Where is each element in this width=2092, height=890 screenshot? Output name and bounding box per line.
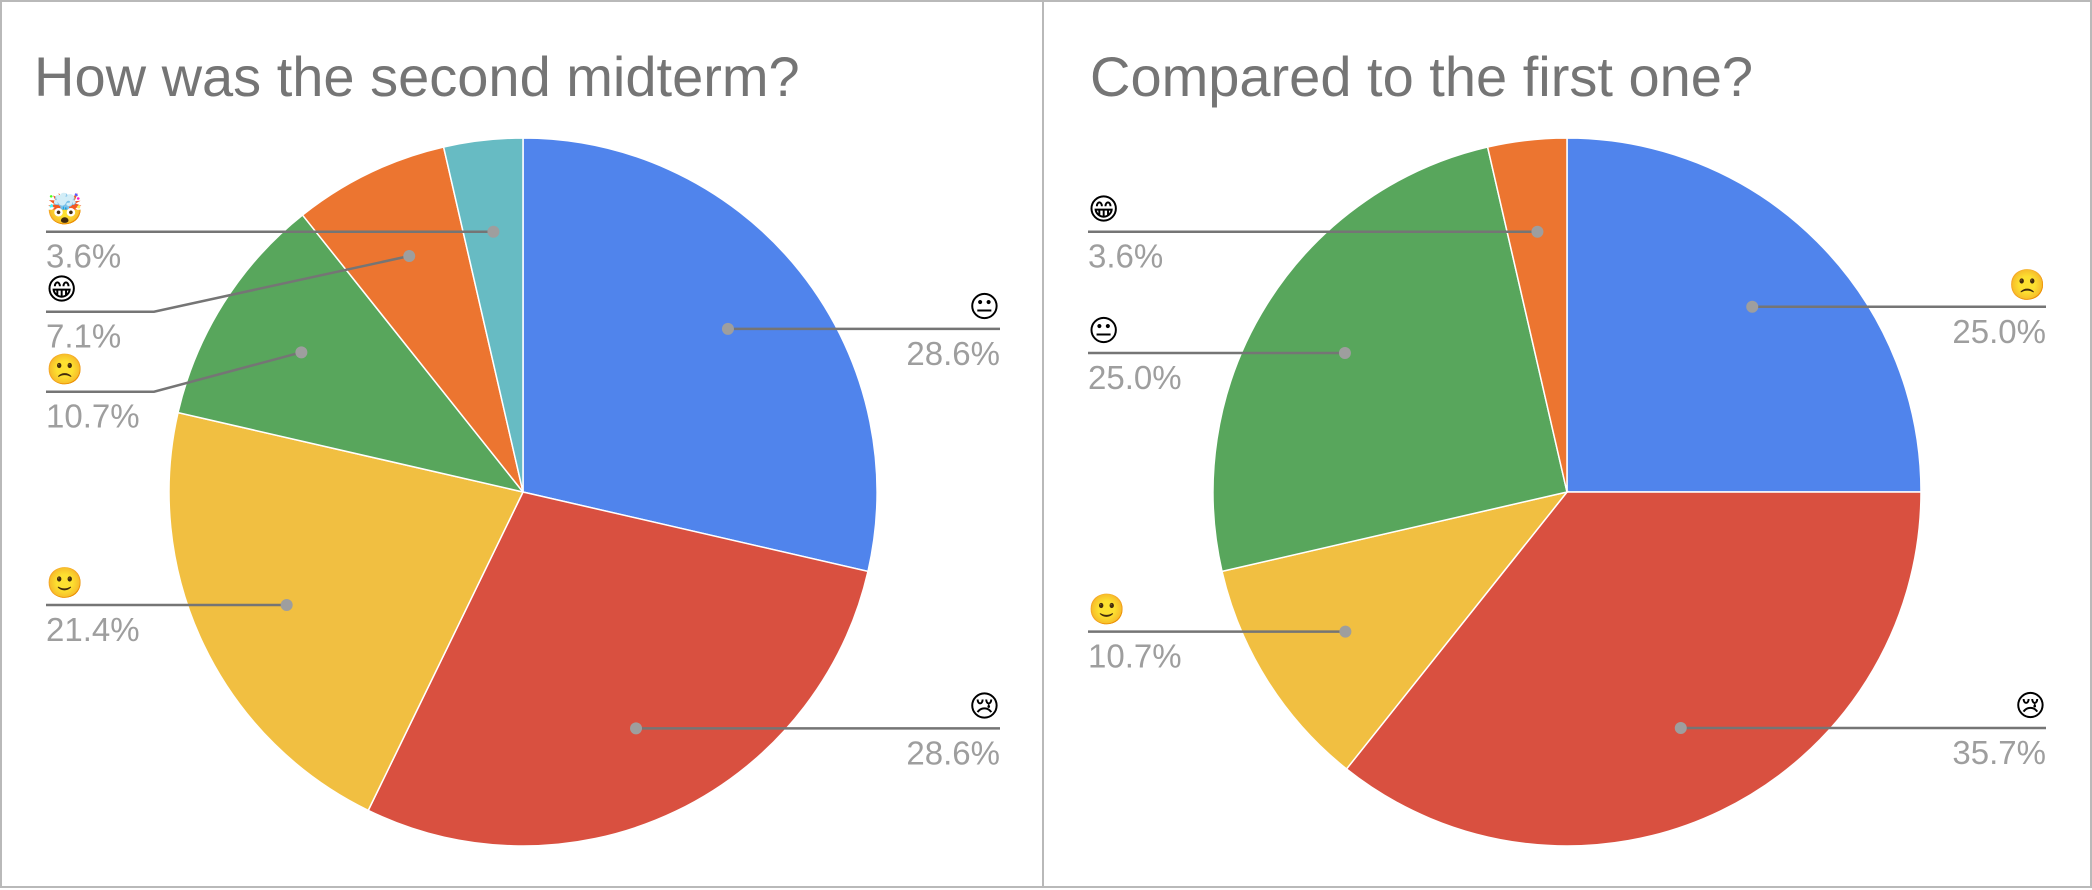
pie-slice-4 bbox=[1486, 137, 1568, 493]
pie-label-1: 😢 28.6% bbox=[630, 689, 1000, 771]
slice-emoji-label: 😁 bbox=[1088, 193, 1119, 228]
pie-label-2: 🙂 10.7% bbox=[1088, 593, 1352, 675]
pie-slice-3 bbox=[177, 213, 525, 494]
pie-labels: 😁 3.6% 😐 25.0% 🙂 10.7% 🙁 25.0% 😢 35.7% bbox=[1088, 193, 2046, 771]
leader-line bbox=[46, 351, 302, 393]
slice-percent-label: 25.0% bbox=[1952, 313, 2046, 350]
pie-label-3: 😐 25.0% bbox=[1088, 314, 1351, 396]
pie-slice-1 bbox=[367, 491, 869, 847]
slice-percent-label: 10.7% bbox=[46, 398, 140, 435]
leader-dot bbox=[1674, 721, 1687, 734]
leader-dot bbox=[487, 225, 500, 238]
pie-label-5: 🤯 3.6% bbox=[46, 192, 500, 275]
pie-label-3: 🙁 10.7% bbox=[46, 346, 308, 435]
leader-dot bbox=[1339, 625, 1352, 638]
pie-slice-4 bbox=[301, 146, 524, 493]
pie-slice-2 bbox=[1221, 490, 1569, 771]
slice-emoji-label: 🙂 bbox=[46, 566, 83, 601]
pie-slice-0 bbox=[1566, 137, 1922, 493]
slice-percent-label: 3.6% bbox=[1088, 238, 1163, 275]
leader-dot bbox=[630, 722, 643, 735]
leader-line bbox=[46, 254, 410, 313]
slice-emoji-label: 🙁 bbox=[46, 353, 83, 388]
leader-dot bbox=[403, 250, 416, 263]
chart-title: How was the second midterm? bbox=[34, 45, 800, 108]
slice-emoji-label: 😢 bbox=[2015, 689, 2046, 724]
slice-percent-label: 7.1% bbox=[46, 318, 121, 355]
slice-emoji-label: 😐 bbox=[969, 290, 1000, 325]
pie-slice-2 bbox=[168, 411, 525, 812]
pie-slice-0 bbox=[522, 137, 878, 573]
chart-panel-compared-first: Compared to the first one? 😁 3.6% 😐 25.0% 🙂 1… bbox=[1042, 0, 2092, 888]
leader-dot bbox=[1746, 300, 1759, 313]
pie-chart-second-midterm: How was the second midterm? 🤯 3.6%😁 7.1%🙁 1… bbox=[34, 45, 1000, 847]
slice-emoji-label: 😁 bbox=[46, 273, 77, 308]
slice-percent-label: 3.6% bbox=[46, 238, 121, 275]
pie-label-2: 🙂 21.4% bbox=[46, 566, 293, 648]
pie-slice-1 bbox=[1345, 491, 1922, 847]
slice-percent-label: 35.7% bbox=[1952, 734, 2046, 771]
slice-percent-label: 28.6% bbox=[906, 734, 1000, 771]
leader-dot bbox=[1531, 225, 1544, 238]
slice-percent-label: 25.0% bbox=[1088, 359, 1182, 396]
slice-percent-label: 28.6% bbox=[906, 335, 1000, 372]
pie-label-1: 😢 35.7% bbox=[1674, 689, 2046, 771]
leader-dot bbox=[280, 599, 293, 612]
chart-panel-second-midterm: How was the second midterm? 🤯 3.6% 😁 7.1% 🙁 1… bbox=[0, 0, 1044, 888]
pie-slice-3 bbox=[1212, 146, 1568, 573]
pie-labels: 🤯 3.6%😁 7.1%🙁 10.7% 🙂 21.4% 😐 28.6% 😢 28.6% bbox=[46, 192, 1000, 771]
slice-emoji-label: 😢 bbox=[969, 689, 1000, 724]
leader-dot bbox=[295, 346, 308, 359]
pie-slice-5 bbox=[442, 137, 524, 493]
slice-emoji-label: 🤯 bbox=[46, 192, 83, 228]
pie-label-0: 😐 28.6% bbox=[721, 290, 1000, 372]
pie-label-0: 🙁 25.0% bbox=[1746, 268, 2046, 350]
leader-dot bbox=[721, 322, 734, 335]
pie-slices bbox=[1212, 137, 1922, 847]
slice-emoji-label: 🙂 bbox=[1088, 593, 1125, 628]
slice-percent-label: 21.4% bbox=[46, 611, 140, 648]
slice-emoji-label: 😐 bbox=[1088, 314, 1119, 349]
pie-label-4: 😁 7.1% bbox=[46, 250, 416, 355]
slice-percent-label: 10.7% bbox=[1088, 638, 1182, 675]
chart-title: Compared to the first one? bbox=[1090, 45, 1753, 108]
pie-chart-compared-first: Compared to the first one? 😁 3.6% 😐 25.0% 🙂 1… bbox=[1088, 45, 2046, 847]
slice-emoji-label: 🙁 bbox=[2009, 268, 2046, 303]
pie-label-4: 😁 3.6% bbox=[1088, 193, 1544, 275]
pie-slices bbox=[168, 137, 878, 847]
leader-dot bbox=[1338, 347, 1351, 360]
